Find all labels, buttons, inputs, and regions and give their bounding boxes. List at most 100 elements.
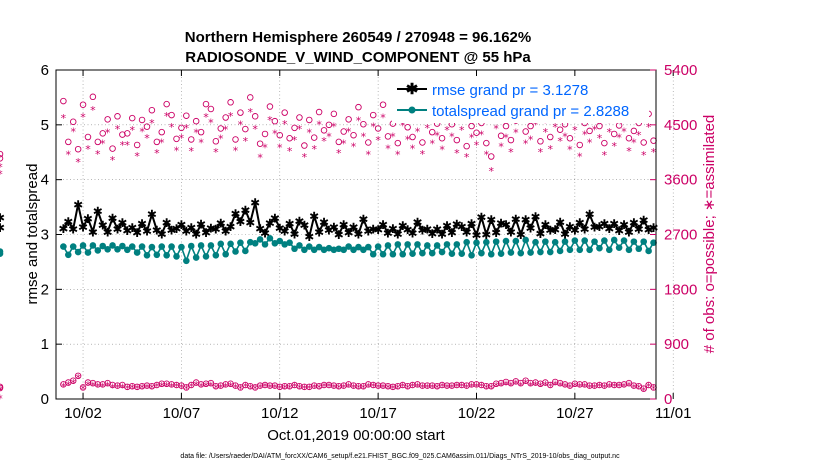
obs-assimilated-point: * [651,146,657,159]
totalspread-point [605,246,613,254]
obs-possible-point [497,379,505,387]
obs-possible-point [419,139,426,146]
rmse-point: ✱ [294,214,304,228]
obs-assimilated-point: * [434,130,440,143]
rmse-point: ✱ [570,224,580,238]
obs-assimilated-point: * [459,381,465,394]
obs-possible-point [330,382,338,389]
legend: ✱ rmse grand pr = 3.1278 totalspread gra… [392,77,649,123]
totalspread-point [74,248,82,256]
obs-assimilated-point: * [385,382,391,395]
totalspread-point [601,237,608,244]
obs-assimilated-point: * [331,381,337,394]
obs-assimilated-point: * [543,379,549,392]
obs-possible-point [453,381,461,389]
obs-assimilated-point: * [434,382,440,395]
obs-assimilated-point: * [0,168,3,181]
obs-possible-point [325,121,333,129]
rmse-point: ✱ [68,223,78,237]
rmse-point: ✱ [408,226,418,240]
rmse-point: ✱ [93,204,103,218]
rmse-point: ✱ [506,225,516,239]
obs-assimilated-point: * [425,381,431,394]
obs-assimilated-point: * [311,143,317,156]
obs-assimilated-point: * [380,381,386,394]
totalspread-point [0,250,4,257]
obs-assimilated-point: * [248,382,254,395]
obs-possible-point [104,116,111,123]
obs-assimilated-point: * [326,130,332,143]
totalspread-point [183,257,190,265]
obs-possible-point [556,126,564,133]
obs-possible-point [448,382,456,389]
totalspread-point [217,240,225,248]
obs-assimilated-point: * [538,146,544,159]
obs-assimilated-point: * [105,379,111,392]
obs-assimilated-point: * [302,151,308,164]
obs-assimilated-point: * [331,121,337,134]
obs-assimilated-point: * [272,127,278,140]
obs-possible-point [335,382,343,390]
rmse-point: ✱ [334,228,344,242]
totalspread-point [69,243,77,250]
totalspread-point [79,242,87,249]
obs-possible-point [369,111,377,119]
totalspread-point [483,238,490,246]
obs-possible-point [232,136,239,143]
obs-assimilated-point: * [336,147,342,160]
rmse-point: ✱ [112,223,122,237]
obs-possible-point [527,379,534,387]
obs-assimilated-point: * [100,138,106,151]
obs-possible-point [547,381,554,389]
obs-assimilated-point: * [572,380,578,393]
obs-possible-point [212,382,220,390]
obs-assimilated-point: * [552,378,558,391]
obs-assimilated-point: * [70,377,76,390]
rmse-point: ✱ [201,226,211,240]
rmse-point: ✱ [649,221,659,235]
obs-assimilated-point: * [641,149,647,162]
obs-possible-point [109,381,116,389]
obs-assimilated-point: * [518,379,524,392]
totalspread-point [360,246,367,254]
obs-possible-point [497,132,505,140]
obs-assimilated-point: * [646,381,652,394]
obs-possible-point [128,114,136,122]
obs-assimilated-point: * [139,125,145,138]
rmse-point: ✱ [457,220,467,234]
obs-assimilated-point: * [188,381,194,394]
obs-possible-point [320,381,328,389]
obs-assimilated-point: * [602,381,608,394]
x-tick-label: 10/07 [163,405,201,422]
obs-assimilated-point: * [105,127,111,140]
totalspread-point [527,249,534,256]
obs-possible-point [350,131,357,139]
obs-possible-point [369,381,377,389]
obs-possible-point [207,379,215,387]
legend-spread-label: totalspread grand pr = 2.8288 [432,103,629,120]
obs-possible-point [325,381,333,389]
rmse-point: ✱ [585,208,595,222]
obs-assimilated-point: * [429,138,435,151]
obs-assimilated-point: * [159,136,165,149]
obs-possible-point [158,128,165,136]
totalspread-point [192,254,200,261]
obs-assimilated-point: * [0,384,3,397]
obs-possible-point [438,134,446,142]
totalspread-point [404,241,411,248]
obs-possible-point [114,382,121,389]
totalspread-point [99,242,107,250]
chart-title: Northern Hemisphere 260549 / 270948 = 96… [185,29,531,46]
obs-possible-point [355,382,362,390]
obs-assimilated-point: * [597,132,603,145]
obs-possible-point [276,383,284,391]
y-left-tick-label: 3 [41,227,49,244]
obs-possible-point [89,93,97,101]
rmse-point: ✱ [432,223,442,237]
rmse-point: ✱ [196,218,206,232]
rmse-point: ✱ [378,218,388,232]
obs-possible-point [615,381,623,389]
obs-possible-point [178,124,185,132]
obs-possible-point [69,377,77,384]
